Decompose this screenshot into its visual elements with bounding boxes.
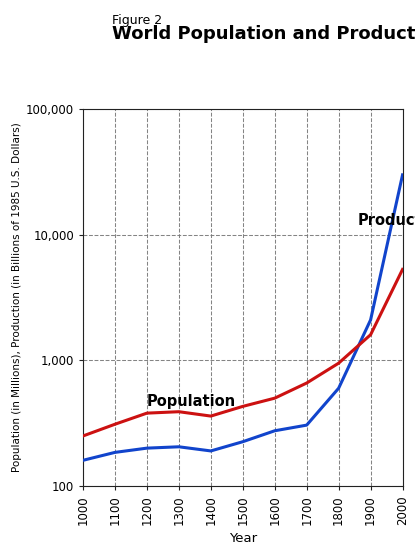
Text: Production: Production [358, 213, 415, 228]
Text: Figure 2: Figure 2 [112, 14, 162, 27]
Text: Population: Population [147, 394, 236, 410]
Y-axis label: Population (in Millions), Production (in Billions of 1985 U.S. Dollars): Population (in Millions), Production (in… [12, 123, 22, 472]
X-axis label: Year: Year [229, 532, 257, 545]
Text: World Population and Production: World Population and Production [112, 25, 415, 43]
